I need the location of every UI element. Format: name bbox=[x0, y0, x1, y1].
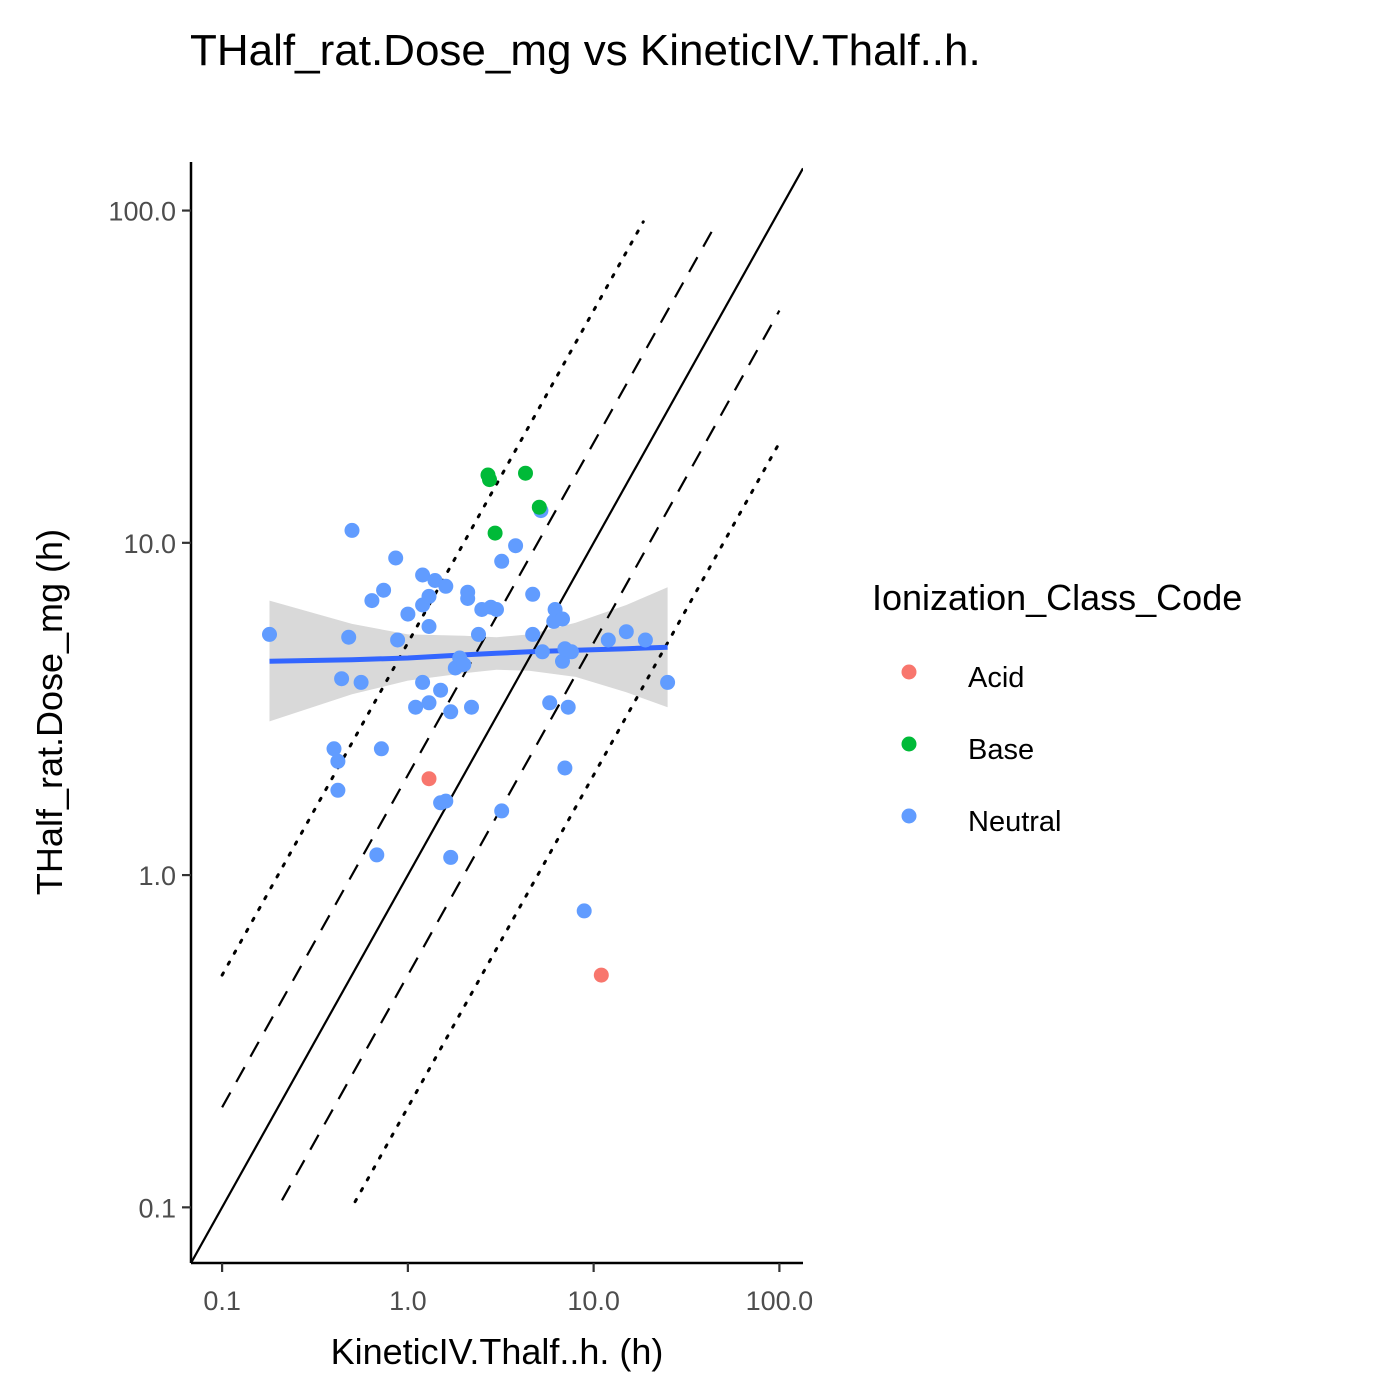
data-point-neutral bbox=[534, 644, 550, 660]
data-point-neutral bbox=[489, 602, 504, 617]
data-point-neutral bbox=[369, 847, 385, 863]
data-point-neutral bbox=[388, 550, 404, 566]
data-point-neutral bbox=[421, 588, 437, 604]
data-point-neutral bbox=[341, 629, 357, 645]
legend-key-acid bbox=[901, 664, 917, 680]
x-tick-label: 1.0 bbox=[389, 1286, 427, 1316]
data-point-neutral bbox=[443, 704, 459, 720]
data-point-base bbox=[531, 499, 547, 515]
chart-title: THalf_rat.Dose_mg vs KineticIV.Thalf..h. bbox=[190, 26, 981, 75]
x-axis-title: KineticIV.Thalf..h. (h) bbox=[331, 1331, 664, 1372]
data-point-base bbox=[482, 472, 497, 488]
trend-line-layer bbox=[269, 644, 668, 664]
data-point-neutral bbox=[456, 657, 472, 673]
legend-label-neutral: Neutral bbox=[968, 806, 1062, 838]
data-point-neutral bbox=[438, 793, 454, 809]
data-point-neutral bbox=[600, 632, 616, 648]
reference-line-2-fold-lower bbox=[281, 310, 781, 1201]
y-tick-label: 10.0 bbox=[123, 529, 176, 559]
data-point-neutral bbox=[618, 624, 634, 640]
y-axis-title: THalf_rat.Dose_mg (h) bbox=[29, 529, 70, 895]
x-tick-label: 0.1 bbox=[203, 1286, 241, 1316]
data-point-neutral bbox=[555, 611, 570, 627]
data-point-neutral bbox=[330, 753, 346, 769]
data-point-neutral bbox=[557, 760, 573, 776]
data-point-base bbox=[518, 465, 533, 481]
y-tick-label: 100.0 bbox=[108, 197, 176, 227]
data-point-neutral bbox=[334, 671, 350, 687]
legend-key-neutral bbox=[901, 808, 917, 824]
reference-line-identity bbox=[191, 167, 803, 1263]
data-point-neutral bbox=[262, 626, 277, 642]
data-point-neutral bbox=[525, 586, 541, 602]
data-point-neutral bbox=[508, 538, 524, 554]
data-point-neutral bbox=[400, 606, 416, 622]
data-point-neutral bbox=[564, 644, 579, 660]
data-point-neutral bbox=[433, 682, 449, 698]
data-point-acid bbox=[593, 967, 609, 983]
legend-label-acid: Acid bbox=[968, 662, 1024, 694]
data-point-neutral bbox=[525, 626, 541, 642]
data-point-neutral bbox=[408, 699, 424, 715]
data-point-neutral bbox=[460, 591, 476, 606]
data-point-neutral bbox=[376, 582, 392, 598]
y-tick-label: 1.0 bbox=[138, 861, 176, 891]
trend-line bbox=[269, 644, 668, 664]
data-point-neutral bbox=[443, 849, 459, 865]
data-point-neutral bbox=[471, 626, 486, 642]
data-point-neutral bbox=[353, 674, 369, 690]
y-tick-label: 0.1 bbox=[138, 1193, 176, 1223]
data-point-neutral bbox=[660, 674, 676, 690]
x-tick-label: 100.0 bbox=[746, 1286, 814, 1316]
data-point-neutral bbox=[330, 782, 346, 798]
legend-key-base bbox=[901, 736, 917, 752]
data-point-neutral bbox=[542, 695, 558, 711]
x-tick-label: 10.0 bbox=[567, 1286, 620, 1316]
legend-label-base: Base bbox=[968, 734, 1034, 766]
legend-title: Ionization_Class_Code bbox=[872, 577, 1242, 618]
data-point-neutral bbox=[344, 522, 360, 538]
data-point-neutral bbox=[637, 632, 653, 648]
data-point-neutral bbox=[326, 741, 342, 757]
data-point-base bbox=[487, 525, 503, 541]
data-point-acid bbox=[421, 771, 437, 787]
data-point-neutral bbox=[576, 903, 592, 919]
data-point-neutral bbox=[364, 593, 380, 609]
axes-layer: 0.1 1.0 10.0 100.0 0.1 1.0 10.0 100.0 bbox=[108, 162, 813, 1316]
data-points-layer bbox=[262, 465, 676, 983]
data-point-neutral bbox=[438, 578, 454, 594]
data-point-neutral bbox=[373, 741, 389, 757]
data-point-neutral bbox=[421, 619, 437, 634]
data-point-neutral bbox=[415, 567, 431, 583]
data-point-neutral bbox=[494, 553, 510, 569]
data-point-neutral bbox=[421, 695, 437, 711]
data-point-neutral bbox=[464, 699, 479, 715]
data-point-neutral bbox=[560, 699, 576, 715]
data-point-neutral bbox=[390, 632, 406, 648]
data-point-neutral bbox=[555, 653, 570, 669]
data-point-neutral bbox=[415, 674, 431, 690]
data-point-neutral bbox=[494, 803, 510, 819]
reference-line-5-fold-lower bbox=[353, 441, 781, 1204]
legend: Ionization_Class_Code Acid Base Neutral bbox=[872, 577, 1242, 838]
